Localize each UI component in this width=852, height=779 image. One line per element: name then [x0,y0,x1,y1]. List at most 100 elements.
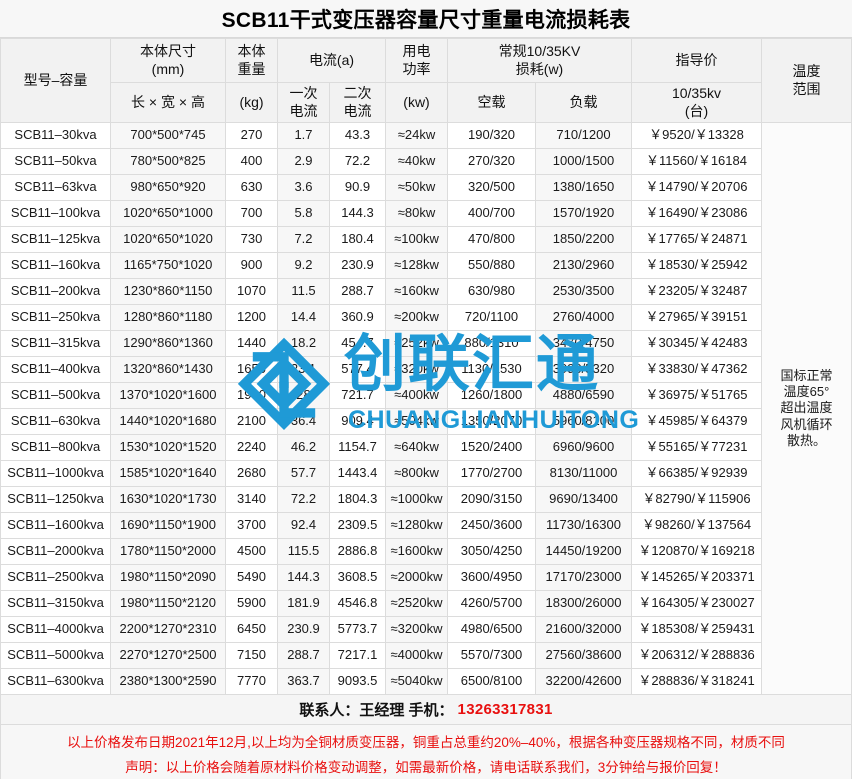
cell-model: SCB11–200kva [0,278,111,305]
cell-price: ￥27965/￥39151 [631,304,762,331]
cell-price: ￥36975/￥51765 [631,382,762,409]
cell-model: SCB11–6300kva [0,668,111,695]
cell-power: ≈640kw [385,434,448,461]
cell-noload-loss: 270/320 [447,148,536,175]
cell-price: ￥120870/￥169218 [631,538,762,565]
cell-load-loss: 3470/4750 [535,330,632,357]
cell-noload-loss: 320/500 [447,174,536,201]
cell-weight: 5900 [225,590,278,617]
cell-current-primary: 18.2 [277,330,330,357]
cell-dimension: 780*500*825 [110,148,226,175]
cell-current-primary: 1.7 [277,122,330,149]
cell-load-loss: 2530/3500 [535,278,632,305]
header-loss-noload: 空载 [447,82,536,123]
cell-noload-loss: 2090/3150 [447,486,536,513]
cell-current-secondary: 454.7 [329,330,386,357]
cell-current-secondary: 90.9 [329,174,386,201]
header-loss-load: 负载 [535,82,632,123]
cell-model: SCB11–2500kva [0,564,111,591]
header-price-sub: 10/35kv (台) [631,82,762,123]
cell-weight: 900 [225,252,278,279]
cell-price: ￥288836/￥318241 [631,668,762,695]
contact-phone[interactable]: 13263317831 [457,701,553,718]
cell-power: ≈1000kw [385,486,448,513]
cell-current-secondary: 909.4 [329,408,386,435]
cell-noload-loss: 470/800 [447,226,536,253]
header-weight-line2: 重量 [237,60,266,77]
cell-load-loss: 2130/2960 [535,252,632,279]
cell-power: ≈200kw [385,304,448,331]
table-row: SCB11–160kva 1165*750*1020 900 9.2 230.9 ≈128… [0,252,852,279]
cell-model: SCB11–63kva [0,174,111,201]
cell-noload-loss: 630/980 [447,278,536,305]
cell-load-loss: 1380/1650 [535,174,632,201]
table-row: SCB11–6300kva 2380*1300*2590 7770 363.7 9093… [0,668,852,695]
cell-current-secondary: 230.9 [329,252,386,279]
cell-current-primary: 28 [277,382,330,409]
cell-power: ≈320kw [385,356,448,383]
table-row: SCB11–1600kva 1690*1150*1900 3700 92.4 2309.… [0,512,852,539]
cell-load-loss: 11730/16300 [535,512,632,539]
cell-noload-loss: 1260/1800 [447,382,536,409]
table-row: SCB11–30kva 700*500*745 270 1.7 43.3 ≈24kw 190… [0,122,852,695]
cell-dimension: 1980*1150*2120 [110,590,226,617]
cell-price: ￥164305/￥230027 [631,590,762,617]
cell-power: ≈800kw [385,460,448,487]
cell-price: ￥82790/￥115906 [631,486,762,513]
cell-price: ￥16490/￥23086 [631,200,762,227]
header-current-primary-line2: 电流 [289,102,318,119]
cell-load-loss: 32200/42600 [535,668,632,695]
table-row: SCB11–200kva 1230*860*1150 1070 11.5 288.7 ≈1… [0,278,852,305]
cell-dimension: 1630*1020*1730 [110,486,226,513]
cell-current-secondary: 5773.7 [329,616,386,643]
table-row: SCB11–1000kva 1585*1020*1640 2680 57.7 1443.… [0,460,852,487]
cell-model: SCB11–315kva [0,330,111,357]
cell-current-secondary: 1443.4 [329,460,386,487]
cell-dimension: 2270*1270*2500 [110,642,226,669]
temperature-note-line: 温度65° [783,384,830,400]
cell-weight: 3700 [225,512,278,539]
cell-price: ￥33830/￥47362 [631,356,762,383]
cell-weight: 2680 [225,460,278,487]
header-dimension-sub: 长 × 宽 × 高 [110,82,226,123]
header-power-line2: 功率 [402,60,431,77]
header-price-sub-line1: 10/35kv [671,85,722,101]
table-row: SCB11–4000kva 2200*1270*2310 6450 230.9 5773… [0,616,852,643]
cell-load-loss: 9690/13400 [535,486,632,513]
cell-power: ≈100kw [385,226,448,253]
cell-weight: 7150 [225,642,278,669]
table-header: 型号–容量 本体尺寸 (mm) 本体 重量 电流(a) 用电 功率 常规10/3… [0,38,852,123]
cell-price: ￥9520/￥13328 [631,122,762,149]
cell-load-loss: 14450/19200 [535,538,632,565]
cell-model: SCB11–630kva [0,408,111,435]
header-power-unit: (kw) [385,82,448,123]
cell-price: ￥145265/￥203371 [631,564,762,591]
cell-noload-loss: 400/700 [447,200,536,227]
cell-power: ≈1600kw [385,538,448,565]
table-row: SCB11–3150kva 1980*1150*2120 5900 181.9 4546… [0,590,852,617]
cell-weight: 1200 [225,304,278,331]
header-weight: 本体 重量 [225,38,278,83]
cell-power: ≈128kw [385,252,448,279]
cell-model: SCB11–4000kva [0,616,111,643]
cell-current-secondary: 577.4 [329,356,386,383]
header-power-line1: 用电 [402,43,431,59]
cell-current-secondary: 2886.8 [329,538,386,565]
table-row: SCB11–1250kva 1630*1020*1730 3140 72.2 1804.… [0,486,852,513]
table-row: SCB11–800kva 1530*1020*1520 2240 46.2 1154.7… [0,434,852,461]
cell-current-secondary: 9093.5 [329,668,386,695]
cell-power: ≈2520kw [385,590,448,617]
cell-current-secondary: 180.4 [329,226,386,253]
page-title: SCB11干式变压器容量尺寸重量电流损耗表 [221,8,631,32]
cell-load-loss: 1570/1920 [535,200,632,227]
cell-load-loss: 2760/4000 [535,304,632,331]
header-temperature: 温度 范围 [761,38,852,123]
cell-current-primary: 2.9 [277,148,330,175]
cell-current-primary: 46.2 [277,434,330,461]
cell-model: SCB11–1000kva [0,460,111,487]
cell-model: SCB11–250kva [0,304,111,331]
cell-power: ≈252kw [385,330,448,357]
cell-noload-loss: 1350/2070 [447,408,536,435]
cell-model: SCB11–160kva [0,252,111,279]
cell-noload-loss: 3050/4250 [447,538,536,565]
